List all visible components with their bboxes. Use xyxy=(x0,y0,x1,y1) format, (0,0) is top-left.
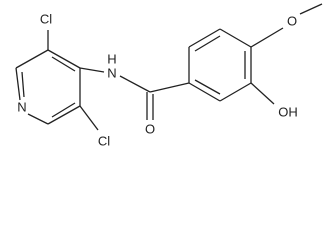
bond xyxy=(79,105,99,131)
bond xyxy=(194,35,221,52)
bond xyxy=(51,102,76,118)
bond xyxy=(194,79,221,95)
bond xyxy=(219,82,252,102)
atom-label: OH xyxy=(278,104,298,119)
bond xyxy=(21,71,25,98)
bonds xyxy=(15,3,323,131)
atom-label: Cl xyxy=(98,133,110,148)
bond xyxy=(219,28,252,48)
atom-label: N xyxy=(107,65,116,80)
bond xyxy=(15,67,21,101)
bond xyxy=(47,49,81,69)
bond xyxy=(250,82,275,105)
bond xyxy=(188,82,221,102)
bond xyxy=(250,27,284,48)
bond xyxy=(188,28,221,48)
atom-label: N xyxy=(17,99,26,114)
atom-label: O xyxy=(145,121,155,136)
bond xyxy=(79,67,105,73)
structure-diagram: Cl Cl N N H O O OH xyxy=(15,3,323,148)
bond xyxy=(119,75,151,93)
bond xyxy=(27,113,49,125)
bond xyxy=(15,49,49,69)
bond xyxy=(51,56,76,72)
bond xyxy=(299,3,323,15)
atom-label: O xyxy=(287,13,297,28)
bond xyxy=(47,105,81,125)
bond xyxy=(149,82,190,93)
atom-label: H xyxy=(107,51,116,66)
atom-label: Cl xyxy=(40,11,52,26)
